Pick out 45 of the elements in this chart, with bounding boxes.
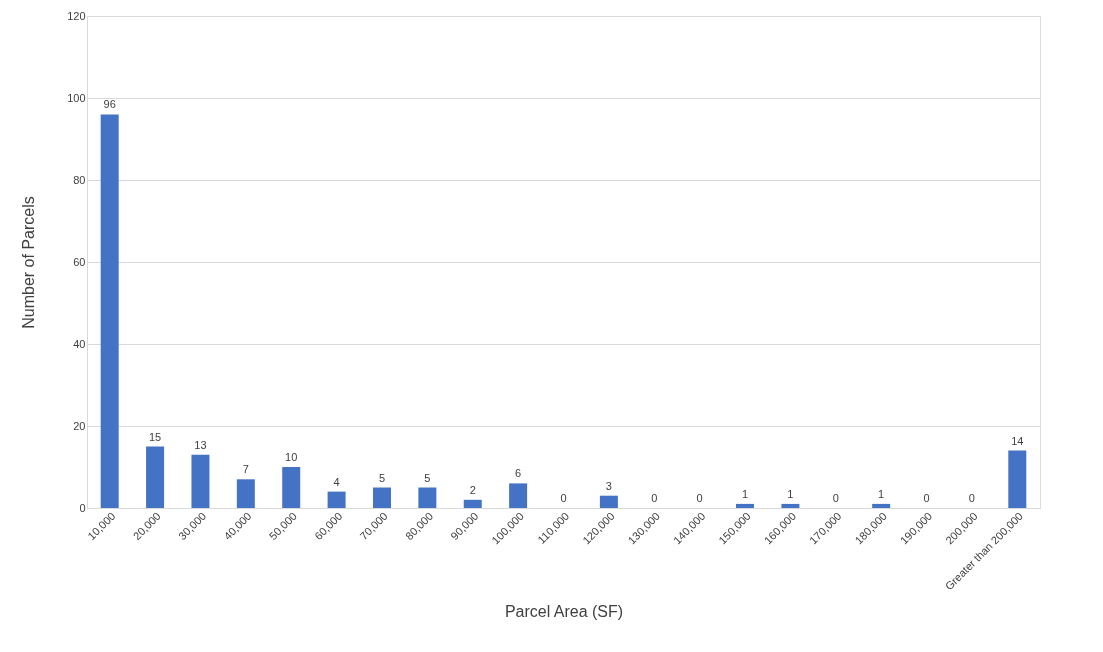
bar [509, 483, 528, 508]
data-label: 2 [469, 483, 476, 496]
data-label: 1 [878, 487, 885, 500]
data-label: 0 [651, 492, 658, 504]
y-tick-label: 120 [67, 9, 86, 22]
bar [1008, 450, 1027, 508]
data-label: 5 [378, 471, 386, 484]
bar [872, 503, 891, 508]
y-tick-label: 80 [73, 173, 86, 186]
data-label: 14 [1011, 434, 1024, 447]
bar [781, 503, 800, 508]
y-tick-label: 100 [67, 91, 86, 104]
y-tick-label: 40 [73, 337, 86, 350]
bar [463, 499, 482, 508]
data-label: 3 [605, 479, 612, 492]
data-label: 0 [560, 492, 567, 504]
bar [372, 487, 391, 508]
bar [191, 454, 210, 508]
y-tick-label: 20 [73, 419, 86, 432]
data-label: 13 [194, 438, 207, 451]
data-label: 0 [968, 492, 975, 504]
bar [236, 479, 255, 508]
data-label: 4 [333, 475, 340, 488]
bar [100, 114, 119, 508]
data-label: 6 [515, 467, 522, 480]
bar [327, 491, 346, 508]
y-tick-label: 0 [79, 501, 86, 514]
y-axis-title: Number of Parcels [20, 196, 38, 329]
bar [736, 503, 755, 508]
bar [146, 446, 165, 508]
data-label: 15 [148, 430, 162, 443]
bar [599, 495, 618, 508]
data-label: 10 [285, 451, 298, 463]
x-axis-title: Parcel Area (SF) [504, 603, 624, 621]
data-label: 0 [832, 492, 839, 504]
data-label: 0 [923, 492, 930, 504]
data-label: 0 [696, 492, 703, 504]
data-label: 96 [103, 98, 116, 111]
bar [418, 487, 437, 508]
data-label: 5 [424, 471, 431, 484]
data-label: 1 [741, 487, 749, 500]
data-label: 1 [787, 487, 794, 500]
y-tick-label: 60 [73, 255, 86, 268]
data-label: 7 [242, 463, 249, 476]
bar [282, 467, 301, 508]
